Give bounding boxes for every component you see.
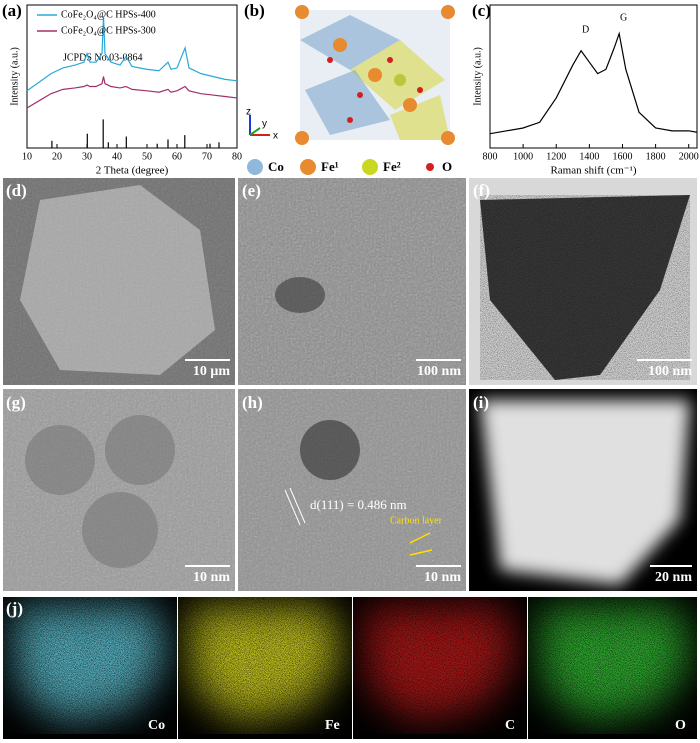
micrograph-h [238, 389, 466, 591]
legend-label: CoFe₂O₄@C HPSs-400 [61, 9, 156, 20]
panel-label: (h) [242, 393, 263, 412]
panel-label: (c) [472, 1, 491, 20]
x-tick-label: 40 [112, 151, 122, 162]
x-tick-label: 1400 [579, 151, 599, 162]
panel-label: (a) [2, 1, 22, 20]
reference-label: JCPDS No.03-0864 [63, 52, 142, 63]
series-line [489, 31, 698, 135]
micrograph-i [469, 389, 697, 591]
element-label: Fe [325, 718, 340, 733]
plot-frame [489, 4, 698, 149]
mapping [3, 597, 697, 739]
series-line [26, 76, 238, 109]
micrograph-f [469, 178, 697, 385]
x-tick-label: 1600 [612, 151, 632, 162]
scale-bar-label: 10 nm [424, 570, 461, 585]
scale-bars [185, 359, 692, 567]
x-tick-label: 60 [172, 151, 182, 162]
legend-fe2: Fe² [383, 159, 401, 174]
x-axis-label: 2 Theta (degree) [96, 165, 169, 177]
x-tick-label: 1200 [546, 151, 566, 162]
panel-label: (d) [6, 181, 27, 200]
scale-bar-label: 20 nm [655, 570, 692, 585]
lattice-label: d(111) = 0.486 nm [310, 497, 407, 512]
scale-bar-label: 10 nm [193, 570, 230, 585]
crystal-structure: z y x Co Fe¹ Fe² O [246, 5, 455, 175]
peak-label: G [620, 12, 627, 23]
micrograph-e [238, 178, 466, 385]
micrograph-d [3, 178, 235, 385]
axis-z: z [246, 107, 251, 118]
carbon-layer-label: Carbon layer [390, 515, 443, 526]
micrograph-g [3, 389, 235, 591]
panel-label: (g) [6, 393, 26, 412]
plot-frame [26, 4, 238, 149]
x-tick-label: 10 [22, 151, 32, 162]
scale-bar-label: 10 μm [193, 364, 230, 379]
legend-label: CoFe₂O₄@C HPSs-300 [61, 25, 156, 36]
panel-label: (j) [6, 599, 23, 618]
y-axis-label: Intensity (a.u.) [9, 47, 20, 106]
panel-label: (b) [244, 1, 265, 20]
panel-label: (e) [242, 181, 261, 200]
x-axis-label: Raman shift (cm⁻¹) [550, 165, 636, 177]
axis-y: y [262, 119, 267, 130]
x-tick-label: 2000 [679, 151, 699, 162]
x-tick-label: 70 [202, 151, 212, 162]
panel-label: (f) [473, 181, 490, 200]
element-label: C [505, 718, 515, 733]
x-tick-label: 1800 [646, 151, 666, 162]
x-tick-label: 20 [52, 151, 62, 162]
axis-x: x [273, 131, 278, 142]
y-axis-label: Intensity (a.u.) [472, 47, 483, 106]
x-tick-label: 30 [82, 151, 92, 162]
x-tick-label: 800 [483, 151, 498, 162]
x-tick-label: 80 [232, 151, 242, 162]
scale-bar-label: 100 nm [648, 364, 692, 379]
x-tick-label: 50 [142, 151, 152, 162]
legend-co: Co [268, 159, 284, 174]
legend-fe1: Fe¹ [321, 159, 339, 174]
element-label: Co [148, 718, 165, 733]
legend-o: O [442, 159, 452, 174]
scale-bar-label: 100 nm [417, 364, 461, 379]
series-line [26, 16, 238, 92]
element-label: O [675, 718, 686, 733]
x-tick-label: 1000 [513, 151, 533, 162]
panel-label: (i) [473, 393, 489, 412]
peak-label: D [582, 24, 589, 35]
